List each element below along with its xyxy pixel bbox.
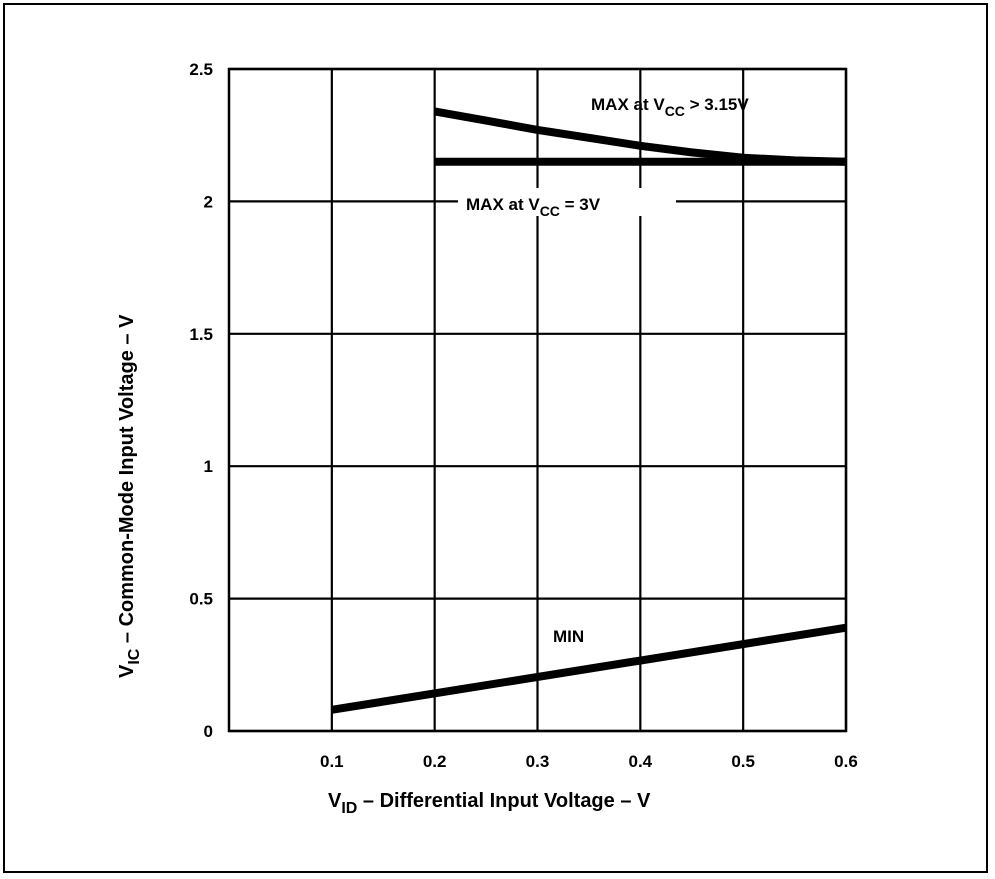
y-tick-label-4: 2 — [204, 192, 213, 211]
chart-frame — [3, 3, 988, 873]
y-axis-title: VIC – Common-Mode Input Voltage – V — [116, 314, 143, 678]
series-label-max-3v: MAX at VCC = 3V — [466, 195, 601, 219]
x-tick-label-3: 0.4 — [629, 752, 653, 771]
plot-border — [227, 67, 848, 733]
series-label-max-3v15: MAX at VCC > 3.15V — [591, 95, 749, 119]
series-group — [331, 107, 847, 714]
y-tick-label-3: 1.5 — [189, 325, 213, 344]
x-tick-label-2: 0.3 — [526, 752, 550, 771]
tick-labels: 0.1 0.2 0.3 0.4 0.5 0.6 0 0.5 1 1.5 2 2.5 — [189, 60, 857, 771]
series-label-min: MIN — [553, 627, 584, 646]
x-tick-label-1: 0.2 — [423, 752, 447, 771]
grid — [229, 67, 848, 733]
x-axis-title: VID – Differential Input Voltage – V — [328, 790, 651, 817]
x-tick-label-5: 0.6 — [834, 752, 858, 771]
series-line-min — [331, 623, 847, 714]
y-tick-label-2: 1 — [204, 457, 213, 476]
x-tick-label-0: 0.1 — [320, 752, 344, 771]
y-tick-label-5: 2.5 — [189, 60, 213, 79]
label-background-max-3v — [458, 188, 676, 216]
y-tick-label-0: 0 — [204, 722, 213, 741]
y-tick-label-1: 0.5 — [189, 590, 213, 609]
x-tick-label-4: 0.5 — [731, 752, 755, 771]
